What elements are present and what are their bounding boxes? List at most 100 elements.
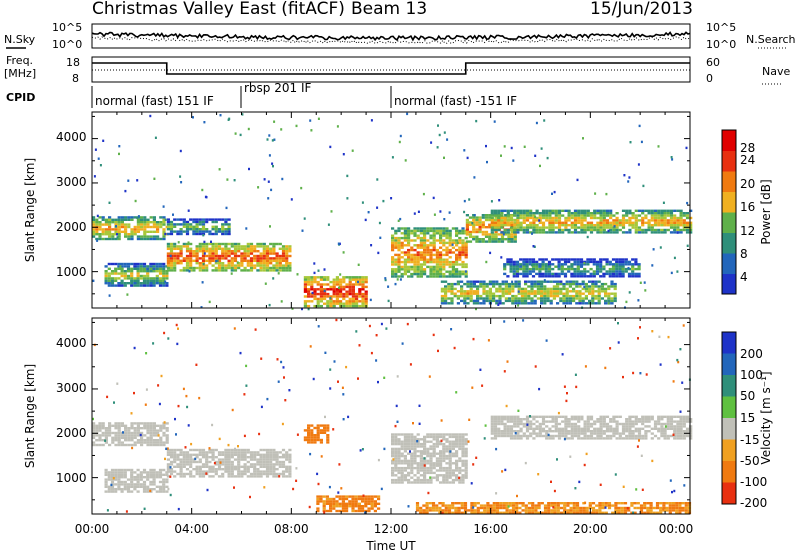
power-cell xyxy=(92,233,96,236)
velocity-cell xyxy=(564,425,568,428)
power-cell xyxy=(256,242,260,246)
power-cell xyxy=(432,248,436,252)
power-cell xyxy=(351,297,355,301)
power-cell xyxy=(104,277,108,280)
power-cell xyxy=(579,258,584,261)
velocity-cell xyxy=(429,466,433,470)
power-cell xyxy=(588,285,592,288)
velocity-cell xyxy=(625,437,629,440)
power-cell xyxy=(281,264,286,267)
velocity-cell xyxy=(618,434,622,438)
power-cell xyxy=(335,295,339,298)
power-scatter-cell xyxy=(463,210,466,214)
power-cell xyxy=(458,275,462,278)
power-cell xyxy=(423,251,427,254)
velocity-cell xyxy=(288,448,292,452)
power-cell xyxy=(176,252,180,255)
velocity-cell xyxy=(397,450,401,453)
power-cell xyxy=(423,263,427,266)
power-cell xyxy=(269,250,273,253)
velocity-cell xyxy=(326,434,330,437)
velocity-cell xyxy=(458,457,462,460)
velocity-cell xyxy=(410,438,414,441)
power-cell xyxy=(146,267,150,270)
velocity-cell xyxy=(230,465,234,468)
power-cell xyxy=(227,254,231,258)
power-cell xyxy=(162,221,166,224)
power-cell xyxy=(465,223,469,226)
velocity-cell xyxy=(490,418,494,421)
power-cell xyxy=(517,280,521,283)
velocity-cell xyxy=(332,502,336,505)
velocity-cell xyxy=(527,511,532,514)
velocity-cell xyxy=(429,464,433,467)
velocity-cell xyxy=(432,435,436,439)
power-cell xyxy=(593,226,597,229)
velocity-cell xyxy=(313,434,317,437)
velocity-cell xyxy=(253,468,257,471)
velocity-cell xyxy=(265,475,270,478)
power-cell xyxy=(426,248,430,252)
velocity-cell xyxy=(165,441,169,444)
velocity-cell xyxy=(269,470,273,473)
power-cell xyxy=(426,251,430,254)
power-scatter-cell xyxy=(124,189,127,193)
velocity-cell xyxy=(435,474,439,477)
power-cell xyxy=(564,228,568,232)
power-cell xyxy=(482,299,486,303)
velocity-cell xyxy=(516,415,520,418)
power-scatter-cell xyxy=(512,159,515,162)
power-cell xyxy=(319,285,323,289)
power-cell xyxy=(519,221,523,224)
velocity-cell xyxy=(249,451,254,454)
power-cell xyxy=(140,235,144,238)
power-cell xyxy=(634,228,638,232)
power-cell xyxy=(432,229,436,233)
velocity-cell xyxy=(432,454,436,458)
power-cell xyxy=(484,214,489,217)
power-cell xyxy=(504,287,508,291)
velocity-cell xyxy=(423,481,427,484)
power-cell xyxy=(214,218,218,221)
power-cell xyxy=(610,299,614,303)
power-cell xyxy=(455,258,459,261)
velocity-cell xyxy=(214,448,218,452)
power-cell xyxy=(169,247,174,250)
velocity-cell xyxy=(503,415,507,418)
power-cell xyxy=(475,218,479,222)
power-cell xyxy=(591,292,595,295)
power-cell xyxy=(158,265,163,268)
power-cell xyxy=(504,290,508,293)
velocity-cell xyxy=(335,509,339,513)
velocity-cell xyxy=(224,453,228,456)
power-cell xyxy=(594,294,598,298)
velocity-cell xyxy=(589,425,594,428)
power-cell xyxy=(166,223,170,226)
power-cell xyxy=(530,297,534,300)
power-cell xyxy=(211,218,215,221)
power-cell xyxy=(466,294,470,298)
power-cell xyxy=(573,224,578,227)
velocity-cell xyxy=(612,420,616,423)
power-cell xyxy=(240,254,244,258)
power-cell xyxy=(169,228,174,231)
velocity-cell xyxy=(152,468,156,472)
velocity-cell xyxy=(117,473,121,476)
velocity-cell xyxy=(179,475,183,478)
power-cell xyxy=(345,292,349,296)
velocity-cell xyxy=(631,422,635,426)
velocity-cell xyxy=(152,431,156,435)
velocity-cell xyxy=(599,420,603,423)
power-cell xyxy=(429,272,433,276)
velocity-cell xyxy=(682,422,686,426)
velocity-cell xyxy=(464,469,468,472)
power-cell xyxy=(541,272,545,276)
power-cell xyxy=(599,270,603,273)
power-cell xyxy=(146,237,150,241)
power-cell xyxy=(575,302,579,305)
velocity-cell xyxy=(689,418,693,421)
velocity-cell xyxy=(391,440,395,443)
power-cell xyxy=(269,242,273,246)
velocity-cell xyxy=(140,443,144,447)
power-cell xyxy=(602,265,606,268)
